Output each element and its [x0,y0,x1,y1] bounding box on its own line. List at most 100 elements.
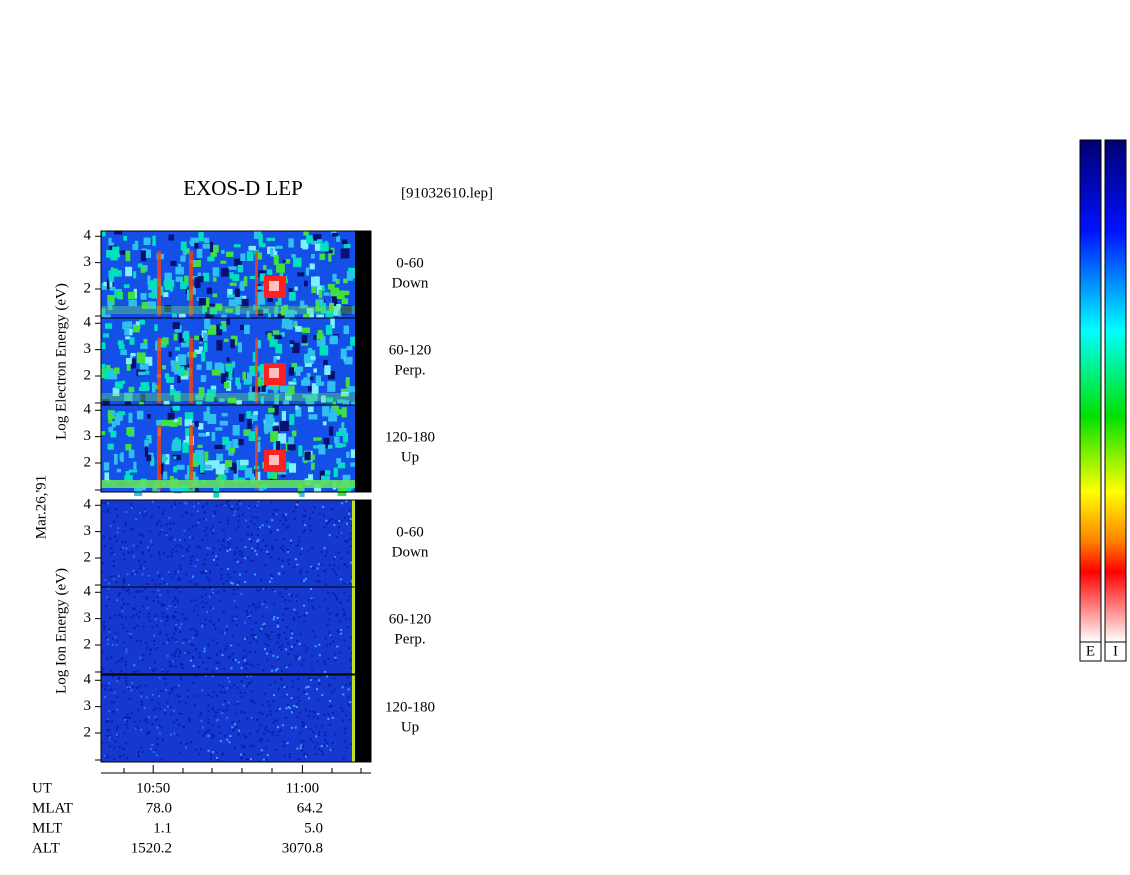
spectrogram-cell [221,753,224,756]
spectrogram-cell [225,440,232,451]
spectrogram-cell [181,342,189,348]
spectrogram-cell [118,592,121,595]
spectrogram-cell [138,616,141,619]
spectrogram-cell [323,599,326,602]
spectrogram-cell [178,712,181,715]
spectrogram-cell [302,745,305,748]
spectrogram-cell [294,726,297,729]
y-tick-label: 4 [84,402,92,418]
spectrogram-cell [286,607,289,610]
spectrogram-cell [233,600,236,603]
spectrogram-cell [254,636,257,639]
spectrogram-cell [118,676,121,679]
spectrogram-cell [207,256,215,262]
spectrogram-cell [311,238,318,245]
spectrogram-cell [145,370,150,375]
spectrogram-cell [313,445,319,449]
y-tick-label: 4 [84,315,92,331]
spectrogram-cell [120,657,123,660]
spectrogram-cell [215,504,218,507]
spectrogram-cell [303,604,306,607]
spectrogram-cell [234,558,237,561]
spectrogram-cell [124,718,127,721]
spectrogram-cell [341,407,347,418]
spectrogram-cell [205,527,208,530]
spectrogram-cell [274,306,279,317]
y-tick-label: 2 [84,636,92,652]
spectrogram-cell [273,254,279,265]
spectrogram-cell [122,598,125,601]
spectrogram-cell [147,616,150,619]
spectrogram-cell [131,505,134,508]
spectrogram-cell [136,639,139,642]
species-label: Log Ion Energy (eV) [53,568,69,694]
spectrogram-cell [173,418,180,423]
spectrogram-cell [290,726,293,729]
spectrogram-cell [217,758,220,761]
spectrogram-cell [170,536,173,539]
spectrogram-cell [285,637,288,640]
spectrogram-cell [145,642,148,645]
spectrogram-cell [301,579,304,582]
spectrogram-cell [276,509,279,512]
spectrogram-cell [320,750,323,753]
spectrogram-cell [334,653,337,656]
spectrogram-cell [175,718,178,721]
spectrogram-cell [110,720,113,723]
spectrogram-cell [315,301,320,309]
spectrogram-cell [272,694,275,697]
spectrogram-cell [336,613,339,616]
spectrogram-cell [267,313,272,319]
spectrogram-cell [138,720,141,723]
spectrogram-cell [327,631,330,634]
spectrogram-cell [116,680,119,683]
spectrogram-cell [340,248,350,259]
spectrogram-cell [197,731,200,734]
spectrogram-cell [211,733,214,736]
spectrogram-cell [291,362,298,372]
spectrogram-cell [261,524,264,527]
spectrogram-cell [338,311,342,317]
spectrogram-cell [297,678,300,681]
spectrogram-cell [139,640,142,643]
spectrogram-cell [284,665,287,668]
spectrogram-cell [306,685,309,688]
spectrogram-cell [334,659,337,662]
spectrogram-cell [302,725,305,728]
spectrogram-cell [146,646,149,649]
spectrogram-cell [209,753,212,756]
spectrogram-cell [223,546,226,549]
spectrogram-cell [178,651,181,654]
spectrogram-cell [132,607,135,610]
spectrogram-cell [336,235,341,242]
spectrogram-cell [198,714,201,717]
spectrogram-cell [124,540,127,543]
spectrogram-cell [189,741,192,744]
spectrogram-cell [342,608,345,611]
spectrogram-cell [196,510,199,513]
spectrogram-cell [330,318,335,329]
spectrogram-cell [268,634,271,637]
spectrogram-cell [125,443,132,451]
spectrogram-cell [103,628,106,631]
spectrogram-cell [222,582,225,585]
spectrogram-cell [145,356,153,366]
spectrogram-cell [113,367,120,375]
spectrogram-cell [167,279,175,287]
spectrogram-cell [279,592,282,595]
spectrogram-cell [261,615,264,618]
spectrogram-cell [219,325,225,330]
spectrogram-cell [293,324,298,328]
spectrogram-cell [349,701,352,704]
spectrogram-cell [116,725,119,728]
spectrogram-cell [159,632,162,635]
spectrogram-cell [255,553,258,556]
spectrogram-cell [328,618,331,621]
spectrogram-cell [249,732,252,735]
spectrogram-cell [319,512,322,515]
spectrogram-cell [223,691,226,694]
spectrogram-cell [151,579,154,582]
spectrogram-cell [243,753,246,756]
spectrogram-cell [165,616,168,619]
